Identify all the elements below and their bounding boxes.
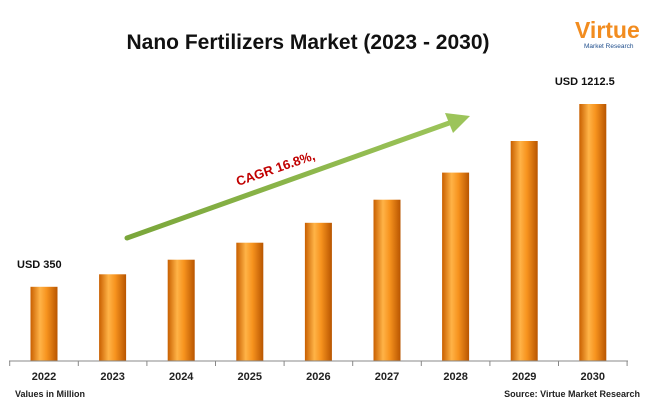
cagr-arrow — [124, 113, 470, 241]
logo-subtext: Market Research — [584, 43, 634, 50]
x-tick-2030: 2030 — [581, 371, 605, 383]
bar-2028 — [442, 172, 470, 361]
bar-2030 — [579, 104, 607, 361]
x-tick-2026: 2026 — [306, 371, 330, 383]
bars — [30, 104, 607, 361]
bar-2027 — [373, 199, 401, 361]
bar-2029 — [510, 141, 538, 361]
cagr-arrow-shaft — [124, 119, 455, 241]
x-tick-2027: 2027 — [375, 371, 399, 383]
footer-units: Values in Million — [15, 389, 85, 399]
logo: Virtue Market Research — [575, 17, 640, 50]
bar-2025 — [236, 242, 264, 361]
x-tick-labels: 2022 2023 2024 2025 2026 2027 2028 2029 2030 — [32, 371, 605, 383]
x-tick-2025: 2025 — [238, 371, 262, 383]
bar-2024 — [167, 259, 195, 361]
bar-2023 — [99, 274, 127, 361]
chart-title: Nano Fertilizers Market (2023 - 2030) — [127, 31, 490, 54]
data-label-2022: USD 350 — [17, 259, 62, 271]
x-tick-marks — [9, 361, 628, 366]
cagr-arrow-head — [445, 113, 470, 133]
x-tick-2028: 2028 — [443, 371, 467, 383]
x-tick-2023: 2023 — [100, 371, 124, 383]
data-labels: USD 350 USD 1212.5 — [17, 76, 615, 271]
bar-2026 — [304, 222, 332, 361]
footer-source: Source: Virtue Market Research — [504, 389, 640, 399]
logo-text: Virtue — [575, 17, 640, 43]
bar-2022 — [30, 286, 58, 361]
data-label-2030: USD 1212.5 — [555, 76, 615, 88]
x-tick-2022: 2022 — [32, 371, 56, 383]
x-tick-2024: 2024 — [169, 371, 194, 383]
x-tick-2029: 2029 — [512, 371, 536, 383]
